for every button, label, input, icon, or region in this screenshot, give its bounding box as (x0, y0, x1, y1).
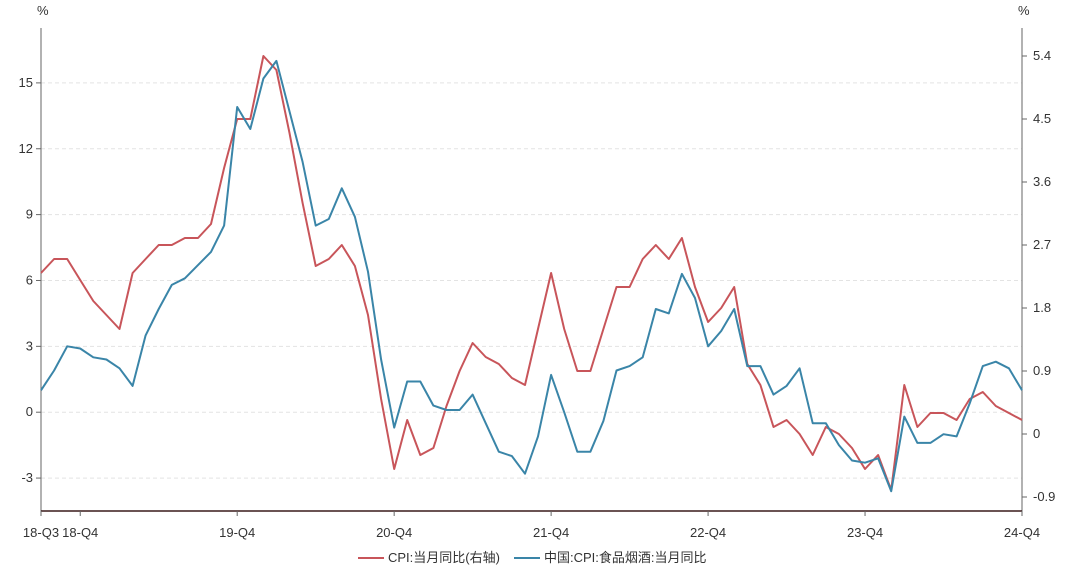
left-tick-label: 3 (26, 338, 33, 353)
right-tick-label: 2.7 (1033, 237, 1051, 252)
left-tick-label: 6 (26, 272, 33, 287)
right-tick-label: 5.4 (1033, 48, 1051, 63)
left-tick-label: 9 (26, 207, 33, 222)
grid-lines (41, 82, 1022, 479)
x-tick-label: 22-Q4 (690, 525, 726, 540)
series-line-food-cpi (40, 59, 1023, 493)
series-lines (40, 55, 1023, 493)
x-tick-label: 20-Q4 (376, 525, 412, 540)
left-tick-label: 15 (19, 75, 33, 90)
right-tick-label: 0 (1033, 426, 1040, 441)
x-tick-label: 23-Q4 (847, 525, 883, 540)
x-tick-label: 21-Q4 (533, 525, 569, 540)
legend-item-food-cpi: 中国:CPI:食品烟酒:当月同比 (514, 550, 707, 565)
left-tick-label: -3 (21, 470, 33, 485)
right-tick-label: -0.9 (1033, 489, 1055, 504)
right-tick-label: 4.5 (1033, 111, 1051, 126)
x-tick-label: 19-Q4 (219, 525, 255, 540)
legend-label-cpi: CPI:当月同比(右轴) (388, 550, 500, 565)
x-tick-label: 18-Q3 (23, 525, 59, 540)
x-tick-label: 18-Q4 (62, 525, 98, 540)
left-axis-ticks: -3 0 3 6 9 12 15 (19, 75, 41, 485)
series-line-cpi (40, 55, 1023, 491)
left-unit-label: % (37, 3, 49, 18)
x-axis-ticks: 18-Q3 18-Q4 19-Q4 20-Q4 21-Q4 22-Q4 23-Q4 24-Q4 (23, 511, 1040, 540)
right-axis-ticks: -0.9 0 0.9 1.8 2.7 3.6 4.5 5.4 (1022, 48, 1055, 504)
x-tick-label: 24-Q4 (1004, 525, 1040, 540)
right-tick-label: 0.9 (1033, 363, 1051, 378)
axes (40, 28, 1023, 512)
right-tick-label: 3.6 (1033, 174, 1051, 189)
right-unit-label: % (1018, 3, 1030, 18)
left-tick-label: 0 (26, 404, 33, 419)
left-tick-label: 12 (19, 141, 33, 156)
right-tick-label: 1.8 (1033, 300, 1051, 315)
legend-label-food-cpi: 中国:CPI:食品烟酒:当月同比 (544, 550, 707, 565)
legend-item-cpi: CPI:当月同比(右轴) (358, 550, 500, 565)
legend: CPI:当月同比(右轴) 中国:CPI:食品烟酒:当月同比 (358, 550, 707, 565)
